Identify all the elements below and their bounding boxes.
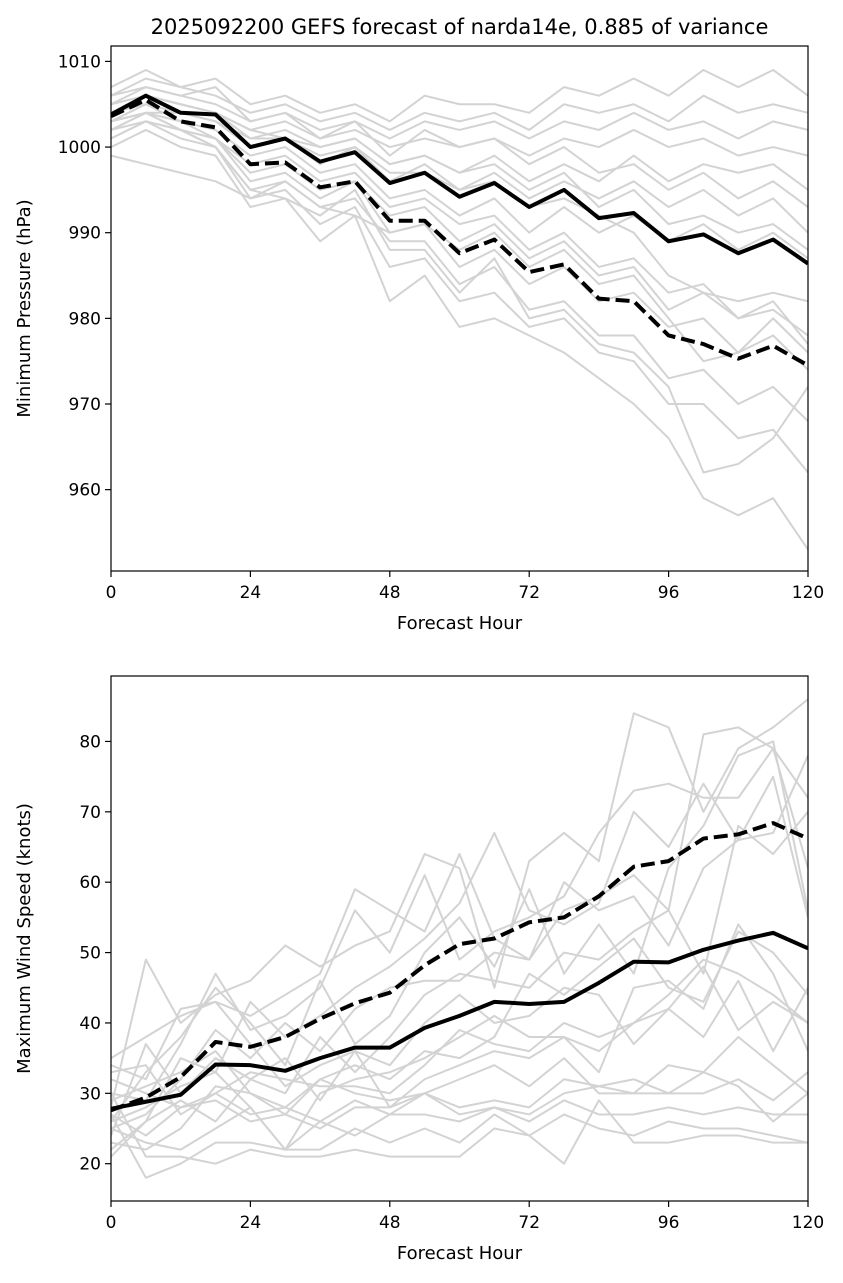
pressure-ensemble-member-line xyxy=(111,111,808,345)
pressure-dashed-line xyxy=(111,97,808,368)
wind-ensemble-member-line xyxy=(111,930,808,1151)
pressure-ensemble-member-line xyxy=(111,111,808,474)
wind-y-tick-label: 70 xyxy=(79,803,101,823)
wind-ensemble-member-line xyxy=(111,965,808,1137)
pressure-y-tick-label: 960 xyxy=(69,481,101,501)
pressure-ensemble-member-line xyxy=(111,68,808,123)
wind-y-tick-label: 60 xyxy=(79,873,101,893)
pressure-ensemble-member-line xyxy=(111,128,808,551)
pressure-y-tick-label: 980 xyxy=(69,309,101,329)
wind-ensemble-member-line xyxy=(111,755,808,1130)
pressure-ensemble-member-line xyxy=(111,120,808,422)
wind-y-tick-label: 50 xyxy=(79,944,101,964)
pressure-y-axis-label: Minimum Pressure (hPa) xyxy=(14,199,35,417)
wind-ensemble-member-line xyxy=(111,1071,808,1130)
wind-ensemble-member-line xyxy=(111,1064,808,1123)
wind-ensemble-member-line xyxy=(111,747,808,1102)
pressure-y-tick-label: 1000 xyxy=(58,138,101,158)
wind-ensemble-member-line xyxy=(111,1092,808,1165)
wind-y-axis-label: Maximum Wind Speed (knots) xyxy=(14,803,35,1074)
wind-x-tick-label: 72 xyxy=(518,1213,540,1233)
wind-ensemble-member-line xyxy=(111,979,808,1088)
wind-y-tick-label: 30 xyxy=(79,1084,101,1104)
pressure-ensemble-member-line xyxy=(111,77,808,131)
pressure-x-tick-label: 24 xyxy=(240,583,262,603)
wind-y-tick-label: 40 xyxy=(79,1014,101,1034)
pressure-x-tick-label: 96 xyxy=(658,583,680,603)
wind-ensemble-member-line xyxy=(111,775,808,1151)
wind-series-group xyxy=(111,698,808,1179)
wind-ensemble-member-line xyxy=(111,726,808,1081)
pressure-ensemble-member-line xyxy=(111,111,808,371)
pressure-ensemble-member-line xyxy=(111,86,808,208)
pressure-y-tick-label: 1010 xyxy=(58,52,101,72)
wind-x-tick-label: 96 xyxy=(658,1213,680,1233)
pressure-x-axis-label: Forecast Hour xyxy=(397,613,523,634)
wind-ensemble-member-line xyxy=(111,698,808,1108)
pressure-ensemble-member-line xyxy=(111,94,808,191)
wind-solid-line xyxy=(111,930,808,1111)
wind-x-tick-label: 24 xyxy=(240,1213,262,1233)
wind-x-axis-label: Forecast Hour xyxy=(397,1243,523,1264)
wind-x-tick-label: 48 xyxy=(379,1213,401,1233)
pressure-ensemble-member-line xyxy=(111,86,808,140)
pressure-x-tick-label: 120 xyxy=(792,583,824,603)
pressure-series-group xyxy=(111,68,808,551)
pressure-chart-title: 2025092200 GEFS forecast of narda14e, 0.… xyxy=(151,15,769,39)
wind-ensemble-member-line xyxy=(111,958,808,1151)
pressure-solid-line xyxy=(111,93,808,266)
wind-ensemble-member-line xyxy=(111,1099,808,1151)
wind-x-tick-label: 0 xyxy=(106,1213,117,1233)
wind-ensemble-member-line xyxy=(111,1113,808,1179)
wind-panel: 0 24 48 72 96 120 20 30 40 50 60 70 80 Forecast Hour M… xyxy=(14,675,824,1264)
pressure-y-tick-label: 970 xyxy=(69,395,101,415)
pressure-x-tick-label: 0 xyxy=(106,583,117,603)
pressure-x-tick-label: 72 xyxy=(518,583,540,603)
pressure-axes-frame xyxy=(110,45,809,572)
wind-y-tick-label: 80 xyxy=(79,732,101,752)
pressure-ensemble-member-line xyxy=(111,154,808,363)
wind-ensemble-member-line xyxy=(111,740,808,1123)
pressure-ensemble-member-line xyxy=(111,120,808,474)
pressure-ensemble-member-line xyxy=(111,120,808,337)
wind-y-tick-label: 20 xyxy=(79,1155,101,1175)
pressure-x-tick-label: 48 xyxy=(379,583,401,603)
pressure-y-tick-label: 990 xyxy=(69,224,101,244)
wind-axes-frame xyxy=(110,675,809,1202)
wind-x-tick-label: 120 xyxy=(792,1213,824,1233)
pressure-panel: 0 24 48 72 96 120 960 970 980 990 1000 1010 Forecast… xyxy=(14,15,824,634)
pressure-ensemble-member-line xyxy=(111,103,808,234)
